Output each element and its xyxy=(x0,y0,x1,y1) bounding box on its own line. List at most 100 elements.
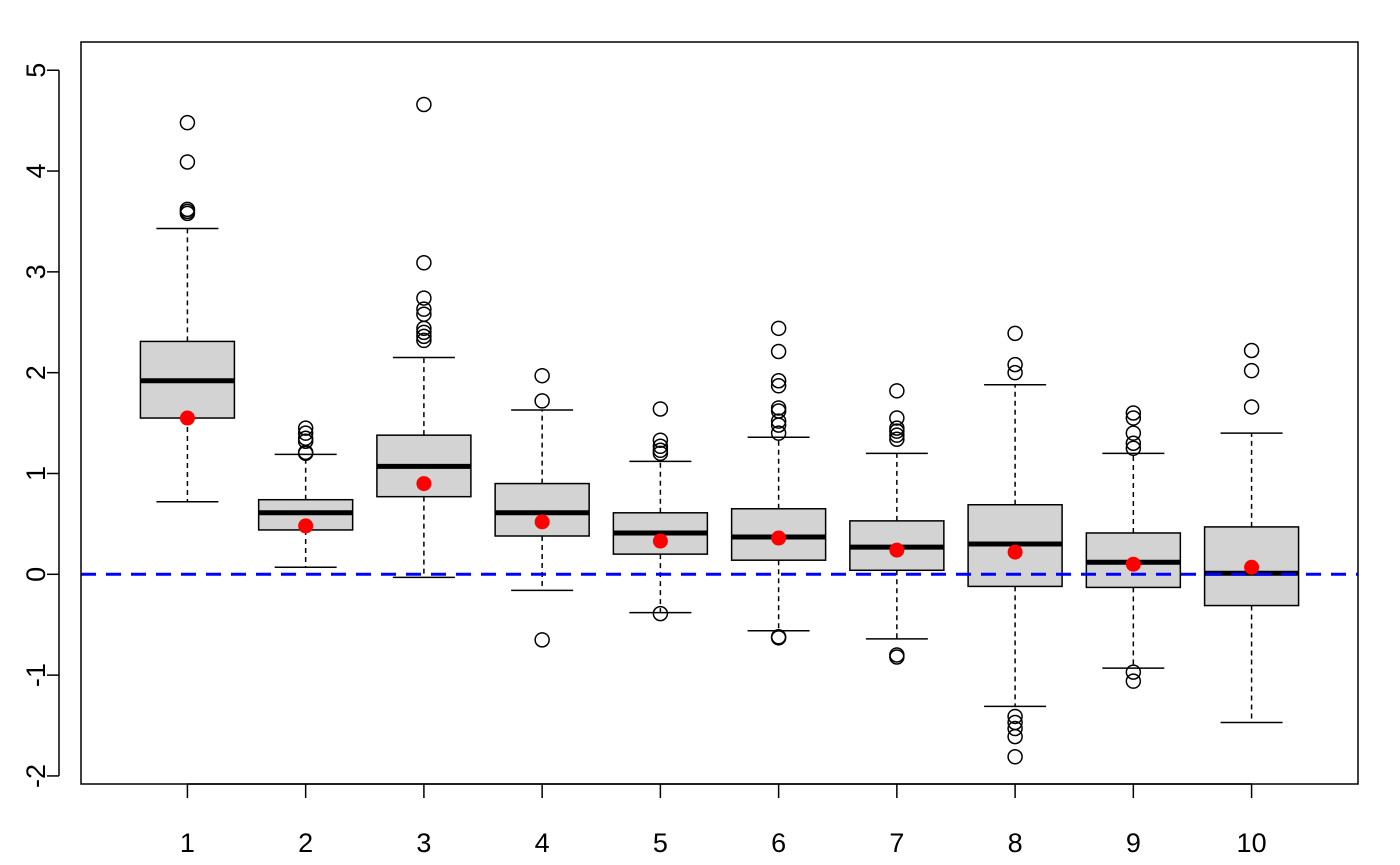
outlier-point xyxy=(1243,342,1260,359)
outlier-point xyxy=(652,442,669,459)
outlier-point xyxy=(297,425,314,441)
outlier-point xyxy=(770,378,787,394)
outlier-point xyxy=(1243,399,1260,415)
outlier-point xyxy=(770,320,787,337)
box-group-9 xyxy=(1085,405,1182,689)
mean-point xyxy=(771,530,787,546)
outlier-point xyxy=(652,401,669,417)
mean-point xyxy=(1125,556,1141,572)
outlier-point xyxy=(416,96,432,113)
outlier-point xyxy=(1007,714,1023,731)
box-group-4 xyxy=(494,367,590,648)
x-tick-label: 6 xyxy=(771,828,786,858)
outlier-point xyxy=(1007,356,1023,373)
outlier-point xyxy=(1125,435,1142,451)
outlier-point xyxy=(1125,405,1142,421)
outlier-point xyxy=(1007,325,1023,342)
outlier-point xyxy=(652,432,669,448)
outlier-point xyxy=(416,255,432,271)
outlier-point xyxy=(1125,410,1142,426)
y-axis: -2 -1 0 1 2 3 4 5 xyxy=(21,63,60,788)
outlier-point xyxy=(1007,720,1023,737)
mean-point xyxy=(416,476,432,492)
box-group-10 xyxy=(1203,342,1300,724)
x-tick-label: 5 xyxy=(653,828,668,858)
outlier-point xyxy=(1007,728,1023,745)
outlier-point xyxy=(652,438,669,455)
outlier-point xyxy=(179,154,196,170)
box-group-6 xyxy=(730,320,827,646)
outlier-point xyxy=(534,367,550,384)
y-tick-label: 2 xyxy=(21,365,51,380)
outlier-point xyxy=(416,306,432,322)
mean-point xyxy=(889,542,905,558)
y-tick-label: 5 xyxy=(21,63,51,78)
box-group-3 xyxy=(376,96,472,579)
mean-point xyxy=(179,410,195,426)
outlier-point xyxy=(770,343,787,360)
box-group-1 xyxy=(139,114,236,503)
outlier-point xyxy=(889,383,905,399)
outlier-point xyxy=(1125,664,1142,680)
outlier-point xyxy=(416,290,432,306)
outlier-point xyxy=(1007,749,1023,765)
outlier-point xyxy=(1125,425,1142,441)
y-tick-label: 0 xyxy=(21,567,51,582)
mean-point xyxy=(652,533,668,549)
outlier-point xyxy=(1007,364,1023,381)
box-group-8 xyxy=(967,325,1063,765)
plot-frame xyxy=(80,41,1359,785)
outlier-point xyxy=(770,629,787,645)
x-axis: 1 2 3 4 5 6 7 8 9 10 xyxy=(180,783,1267,858)
outlier-point xyxy=(416,332,432,349)
y-tick-label: -1 xyxy=(21,663,51,687)
mean-point xyxy=(534,514,550,530)
outlier-point xyxy=(416,324,432,341)
outlier-point xyxy=(889,431,905,447)
mean-point xyxy=(1244,559,1260,575)
x-tick-label: 2 xyxy=(298,828,313,858)
outlier-point xyxy=(297,430,314,446)
iqr-box xyxy=(730,508,827,561)
outlier-point xyxy=(770,400,787,416)
x-tick-label: 10 xyxy=(1237,828,1267,858)
outlier-point xyxy=(770,425,787,441)
outlier-point xyxy=(770,413,787,429)
outlier-point xyxy=(889,410,905,426)
box-group-2 xyxy=(257,420,354,568)
x-tick-label: 1 xyxy=(180,828,195,858)
outlier-point xyxy=(534,393,550,409)
mean-point xyxy=(298,518,314,534)
x-tick-label: 4 xyxy=(535,828,550,858)
y-tick-label: 4 xyxy=(21,164,51,179)
box-group-5 xyxy=(612,401,709,622)
outlier-point xyxy=(416,328,432,345)
outlier-point xyxy=(652,605,669,622)
y-tick-label: 3 xyxy=(21,264,51,279)
outlier-point xyxy=(297,444,314,461)
x-tick-label: 9 xyxy=(1126,828,1141,858)
boxes-layer xyxy=(139,96,1300,765)
outlier-point xyxy=(1125,440,1142,457)
outlier-point xyxy=(179,201,196,218)
y-tick-label: -2 xyxy=(21,764,51,788)
x-tick-label: 8 xyxy=(1008,828,1023,858)
outlier-point xyxy=(1007,708,1023,725)
outlier-point xyxy=(889,647,905,663)
outlier-point xyxy=(889,420,905,436)
mean-point xyxy=(1007,544,1023,560)
outlier-point xyxy=(1125,673,1142,689)
outlier-point xyxy=(889,427,905,443)
box-group-7 xyxy=(849,383,945,665)
y-tick-label: 1 xyxy=(21,466,51,481)
outlier-point xyxy=(534,632,550,648)
outlier-point xyxy=(179,114,196,131)
x-tick-label: 7 xyxy=(889,828,904,858)
outlier-point xyxy=(416,301,432,317)
outlier-point xyxy=(770,403,787,419)
outlier-point xyxy=(770,372,787,389)
outlier-point xyxy=(1243,362,1260,379)
x-tick-label: 3 xyxy=(416,828,431,858)
outlier-point xyxy=(297,420,314,436)
